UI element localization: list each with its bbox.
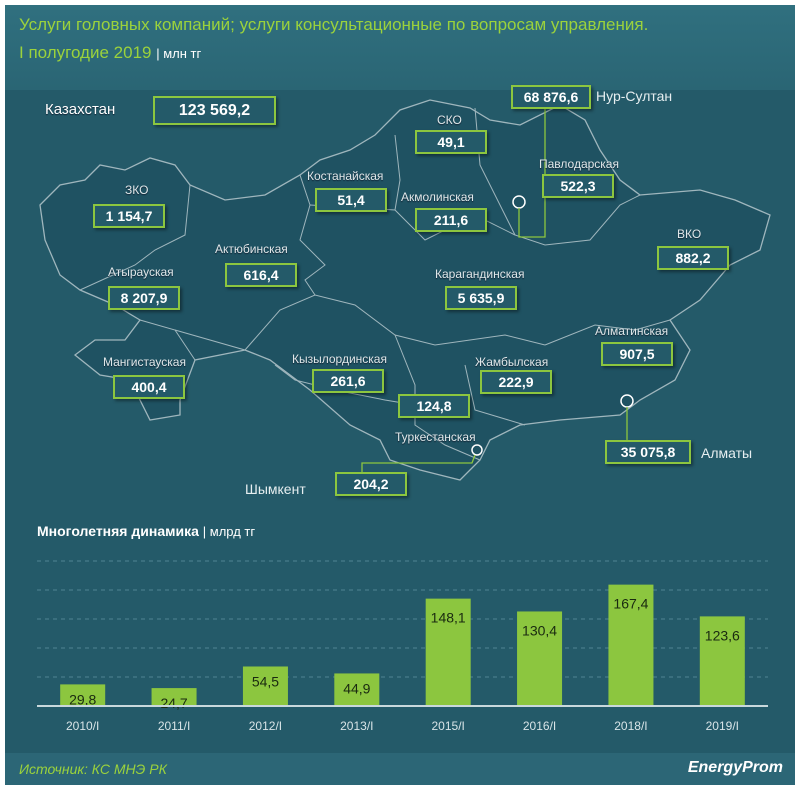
region-value: 1 154,7 [93, 204, 165, 228]
data-label: 24,7 [160, 695, 187, 711]
data-label: 54,5 [252, 673, 279, 689]
region-value: 5 635,9 [445, 286, 517, 310]
bar [699, 616, 745, 706]
infographic: Услуги головных компаний; услуги консуль… [5, 5, 795, 785]
region-label: Павлодарская [539, 157, 619, 171]
bar [242, 666, 288, 706]
region-label: Карагандинская [435, 267, 525, 281]
bar-chart: 29,8 2010/I 24,7 2011/I 54,5 2012/I 44,9 2013/I… [37, 560, 768, 733]
bar [60, 684, 106, 706]
region-label: Костанайская [307, 169, 384, 183]
region-label: Туркестанская [395, 430, 476, 444]
city-value: 68 876,6 [511, 85, 591, 109]
city-label: Шымкент [245, 481, 306, 497]
region-value: 8 207,9 [108, 286, 180, 310]
region-value: 882,2 [657, 246, 729, 270]
x-tick-label: 2019/I [706, 719, 739, 733]
region-value: 261,6 [312, 369, 384, 393]
header: Услуги головных компаний; услуги консуль… [5, 5, 795, 90]
shymkent-marker [471, 444, 483, 456]
region-value: 616,4 [225, 263, 297, 287]
bar [151, 688, 197, 706]
region-label: Акмолинская [401, 190, 474, 204]
energyprom-logo: EnergyProm [687, 759, 783, 776]
region-value: 222,9 [480, 370, 552, 394]
x-tick-label: 2013/I [340, 719, 373, 733]
city-label: Алматы [701, 445, 753, 461]
title-line2: I полугодие 2019 | млн тг [19, 43, 201, 63]
region-value: 522,3 [542, 174, 614, 198]
data-label: 148,1 [431, 610, 466, 626]
period: I полугодие 2019 [19, 43, 152, 62]
region-value: 211,6 [415, 208, 487, 232]
region-label: Атырауская [108, 265, 174, 279]
x-tick-label: 2018/I [614, 719, 647, 733]
city-label: Нур-Султан [596, 88, 673, 104]
data-label: 167,4 [613, 596, 648, 612]
source: Источник: КС МНЭ РК [19, 761, 167, 777]
region-label: Жамбылская [475, 355, 549, 369]
chart-title-text: Многолетняя динамика [37, 523, 199, 539]
footer: Источник: КС МНЭ РК EnergyProm [5, 753, 795, 785]
region-value: 124,8 [398, 394, 470, 418]
region-borders [79, 107, 671, 461]
title-line1: Услуги головных компаний; услуги консуль… [19, 15, 649, 34]
bar [517, 611, 563, 706]
region-label: Кызылординская [292, 352, 387, 366]
x-tick-label: 2015/I [432, 719, 465, 733]
region-label: Актюбинская [215, 242, 288, 256]
x-tick-label: 2011/I [158, 719, 190, 733]
total-value: 123 569,2 [153, 96, 276, 125]
data-label: 29,8 [69, 691, 96, 707]
data-label: 130,4 [522, 622, 557, 638]
unit: | млн тг [156, 46, 202, 61]
bar [608, 584, 654, 706]
bar [334, 673, 380, 706]
bar [425, 598, 471, 706]
region-value: 400,4 [113, 375, 185, 399]
x-tick-label: 2012/I [249, 719, 282, 733]
data-label: 123,6 [705, 627, 740, 643]
region-value: 49,1 [415, 130, 487, 154]
city-value: 204,2 [335, 472, 407, 496]
data-label: 44,9 [343, 680, 370, 696]
x-tick-label: 2010/I [66, 719, 99, 733]
total-label: Казахстан [45, 101, 116, 118]
region-label: Мангистауская [103, 355, 186, 369]
region-value: 51,4 [315, 188, 387, 212]
x-tick-label: 2016/I [523, 719, 556, 733]
city-value: 35 075,8 [605, 440, 691, 464]
chart-title: Многолетняя динамика | млрд тг [37, 523, 255, 539]
leader-lines [361, 105, 628, 473]
region-label: СКО [437, 113, 462, 127]
region-label: Алматинская [595, 324, 669, 338]
region-label: ВКО [677, 227, 702, 241]
region-value: 907,5 [601, 342, 673, 366]
chart-unit: | млрд тг [202, 524, 256, 539]
region-label: ЗКО [125, 183, 149, 197]
